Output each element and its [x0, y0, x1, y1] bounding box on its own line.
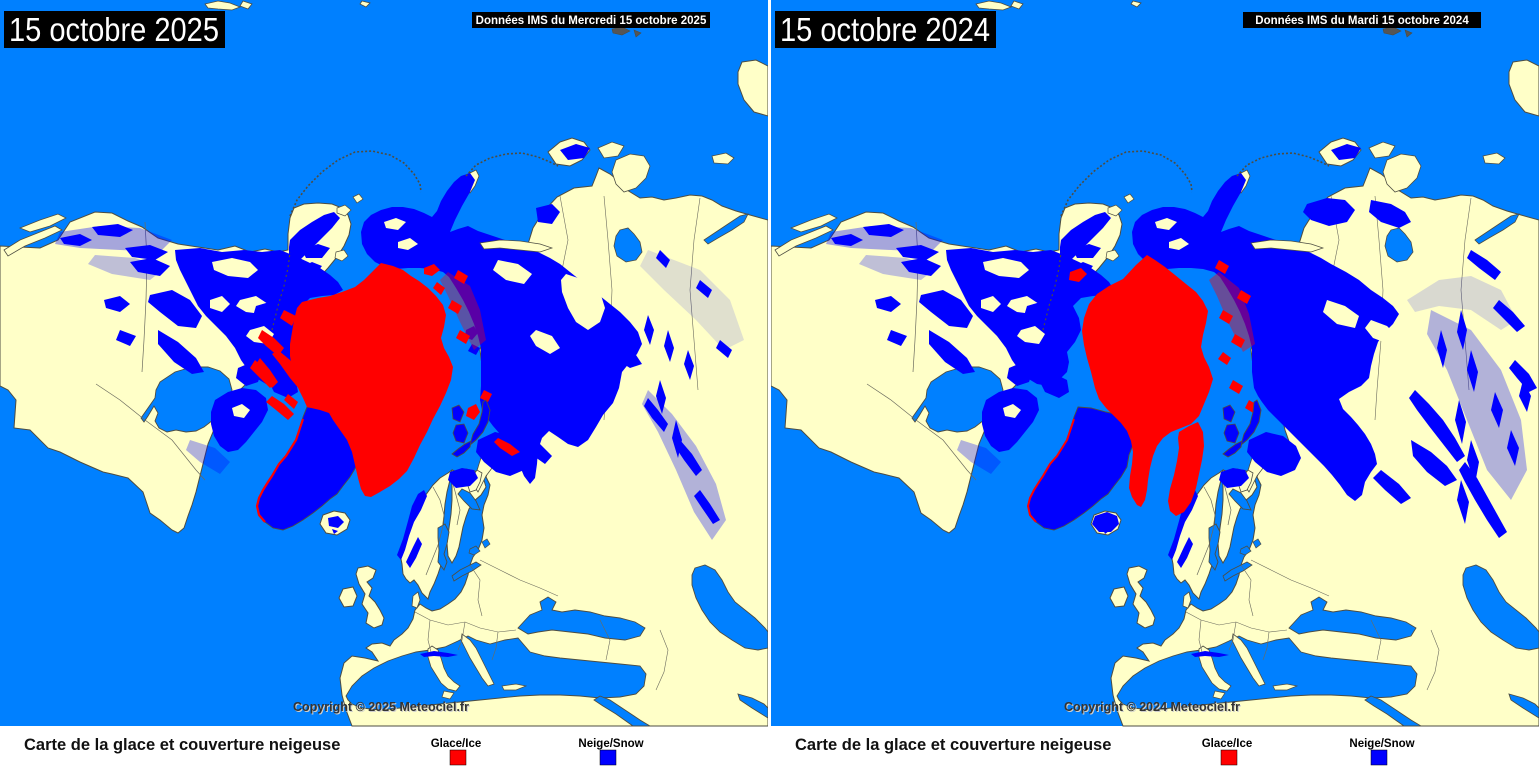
svg-text:Glace/Ice: Glace/Ice [431, 738, 482, 750]
svg-text:Glace/Ice: Glace/Ice [1202, 738, 1253, 750]
svg-text:15 octobre 2024: 15 octobre 2024 [780, 11, 990, 48]
svg-text:Copyright © 2024 Meteociel.fr: Copyright © 2024 Meteociel.fr [1064, 700, 1240, 714]
svg-text:Copyright © 2025 Meteociel.fr: Copyright © 2025 Meteociel.fr [294, 701, 470, 715]
svg-text:Copyright © 2025 Meteociel.fr: Copyright © 2025 Meteociel.fr [293, 700, 469, 714]
svg-text:Carte de la glace et couvertur: Carte de la glace et couverture neigeuse [24, 736, 340, 754]
svg-text:Neige/Snow: Neige/Snow [1349, 738, 1414, 750]
svg-text:Neige/Snow: Neige/Snow [578, 738, 643, 750]
svg-text:Données IMS du Mardi 15 octobr: Données IMS du Mardi 15 octobre 2024 [1255, 15, 1469, 27]
svg-text:15 octobre 2025: 15 octobre 2025 [9, 11, 219, 48]
svg-text:Données IMS du Mercredi 15 oct: Données IMS du Mercredi 15 octobre 2025 [476, 15, 707, 27]
svg-text:Copyright © 2024 Meteociel.fr: Copyright © 2024 Meteociel.fr [1065, 701, 1241, 715]
svg-text:Carte de la glace et couvertur: Carte de la glace et couverture neigeuse [795, 736, 1111, 754]
